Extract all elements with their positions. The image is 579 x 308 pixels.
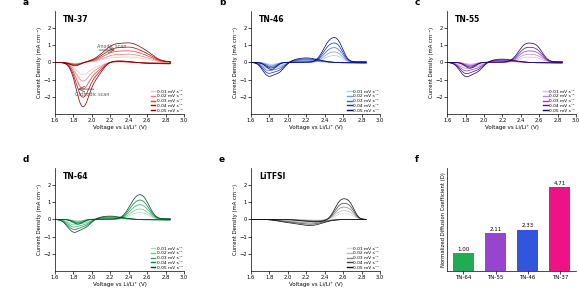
Text: 2.33: 2.33	[522, 224, 534, 229]
Legend: 0.01 mV s⁻¹, 0.02 mV s⁻¹, 0.03 mV s⁻¹, 0.04 mV s⁻¹, 0.05 mV s⁻¹: 0.01 mV s⁻¹, 0.02 mV s⁻¹, 0.03 mV s⁻¹, 0…	[347, 89, 379, 113]
Text: e: e	[219, 155, 225, 164]
Legend: 0.01 mV s⁻¹, 0.02 mV s⁻¹, 0.03 mV s⁻¹, 0.04 mV s⁻¹, 0.05 mV s⁻¹: 0.01 mV s⁻¹, 0.02 mV s⁻¹, 0.03 mV s⁻¹, 0…	[347, 246, 379, 270]
Y-axis label: Current Density (mA cm⁻²): Current Density (mA cm⁻²)	[233, 184, 238, 255]
Text: 4.71: 4.71	[554, 181, 566, 186]
Text: f: f	[415, 155, 419, 164]
Legend: 0.01 mV s⁻¹, 0.02 mV s⁻¹, 0.03 mV s⁻¹, 0.04 mV s⁻¹, 0.05 mV s⁻¹: 0.01 mV s⁻¹, 0.02 mV s⁻¹, 0.03 mV s⁻¹, 0…	[151, 246, 183, 270]
Y-axis label: Current Density (mA cm⁻²): Current Density (mA cm⁻²)	[233, 27, 238, 98]
Text: 2.11: 2.11	[489, 227, 501, 233]
Y-axis label: Current Density (mA cm⁻²): Current Density (mA cm⁻²)	[429, 27, 434, 98]
X-axis label: Voltage vs Li/Li⁺ (V): Voltage vs Li/Li⁺ (V)	[93, 282, 146, 287]
Y-axis label: Normalized Diffusion Coefficient (D): Normalized Diffusion Coefficient (D)	[441, 172, 446, 267]
Bar	[549, 187, 570, 271]
X-axis label: Voltage vs Li/Li⁺ (V): Voltage vs Li/Li⁺ (V)	[93, 125, 146, 130]
Text: Cathodic scan: Cathodic scan	[75, 92, 109, 97]
Text: TN-64: TN-64	[63, 172, 88, 181]
Bar	[453, 253, 474, 271]
Text: LiTFSI: LiTFSI	[259, 172, 285, 181]
Text: a: a	[23, 0, 29, 7]
Text: b: b	[219, 0, 225, 7]
Legend: 0.01 mV s⁻¹, 0.02 mV s⁻¹, 0.03 mV s⁻¹, 0.04 mV s⁻¹, 0.05 mV s⁻¹: 0.01 mV s⁻¹, 0.02 mV s⁻¹, 0.03 mV s⁻¹, 0…	[543, 89, 575, 113]
X-axis label: Voltage vs Li/Li⁺ (V): Voltage vs Li/Li⁺ (V)	[485, 125, 538, 130]
X-axis label: Voltage vs Li/Li⁺ (V): Voltage vs Li/Li⁺ (V)	[288, 282, 343, 287]
Text: 1.00: 1.00	[457, 247, 470, 252]
Bar	[517, 229, 538, 271]
Text: c: c	[415, 0, 420, 7]
X-axis label: Voltage vs Li/Li⁺ (V): Voltage vs Li/Li⁺ (V)	[288, 125, 343, 130]
Y-axis label: Current Density (mA cm⁻²): Current Density (mA cm⁻²)	[36, 184, 42, 255]
Text: TN-55: TN-55	[455, 15, 480, 24]
Text: Anodic scan: Anodic scan	[97, 44, 127, 49]
Text: TN-46: TN-46	[259, 15, 284, 24]
Text: d: d	[23, 155, 29, 164]
Legend: 0.01 mV s⁻¹, 0.02 mV s⁻¹, 0.03 mV s⁻¹, 0.04 mV s⁻¹, 0.05 mV s⁻¹: 0.01 mV s⁻¹, 0.02 mV s⁻¹, 0.03 mV s⁻¹, 0…	[151, 89, 183, 113]
Bar	[485, 233, 506, 271]
Y-axis label: Current Density (mA cm⁻²): Current Density (mA cm⁻²)	[36, 27, 42, 98]
Text: TN-37: TN-37	[63, 15, 89, 24]
